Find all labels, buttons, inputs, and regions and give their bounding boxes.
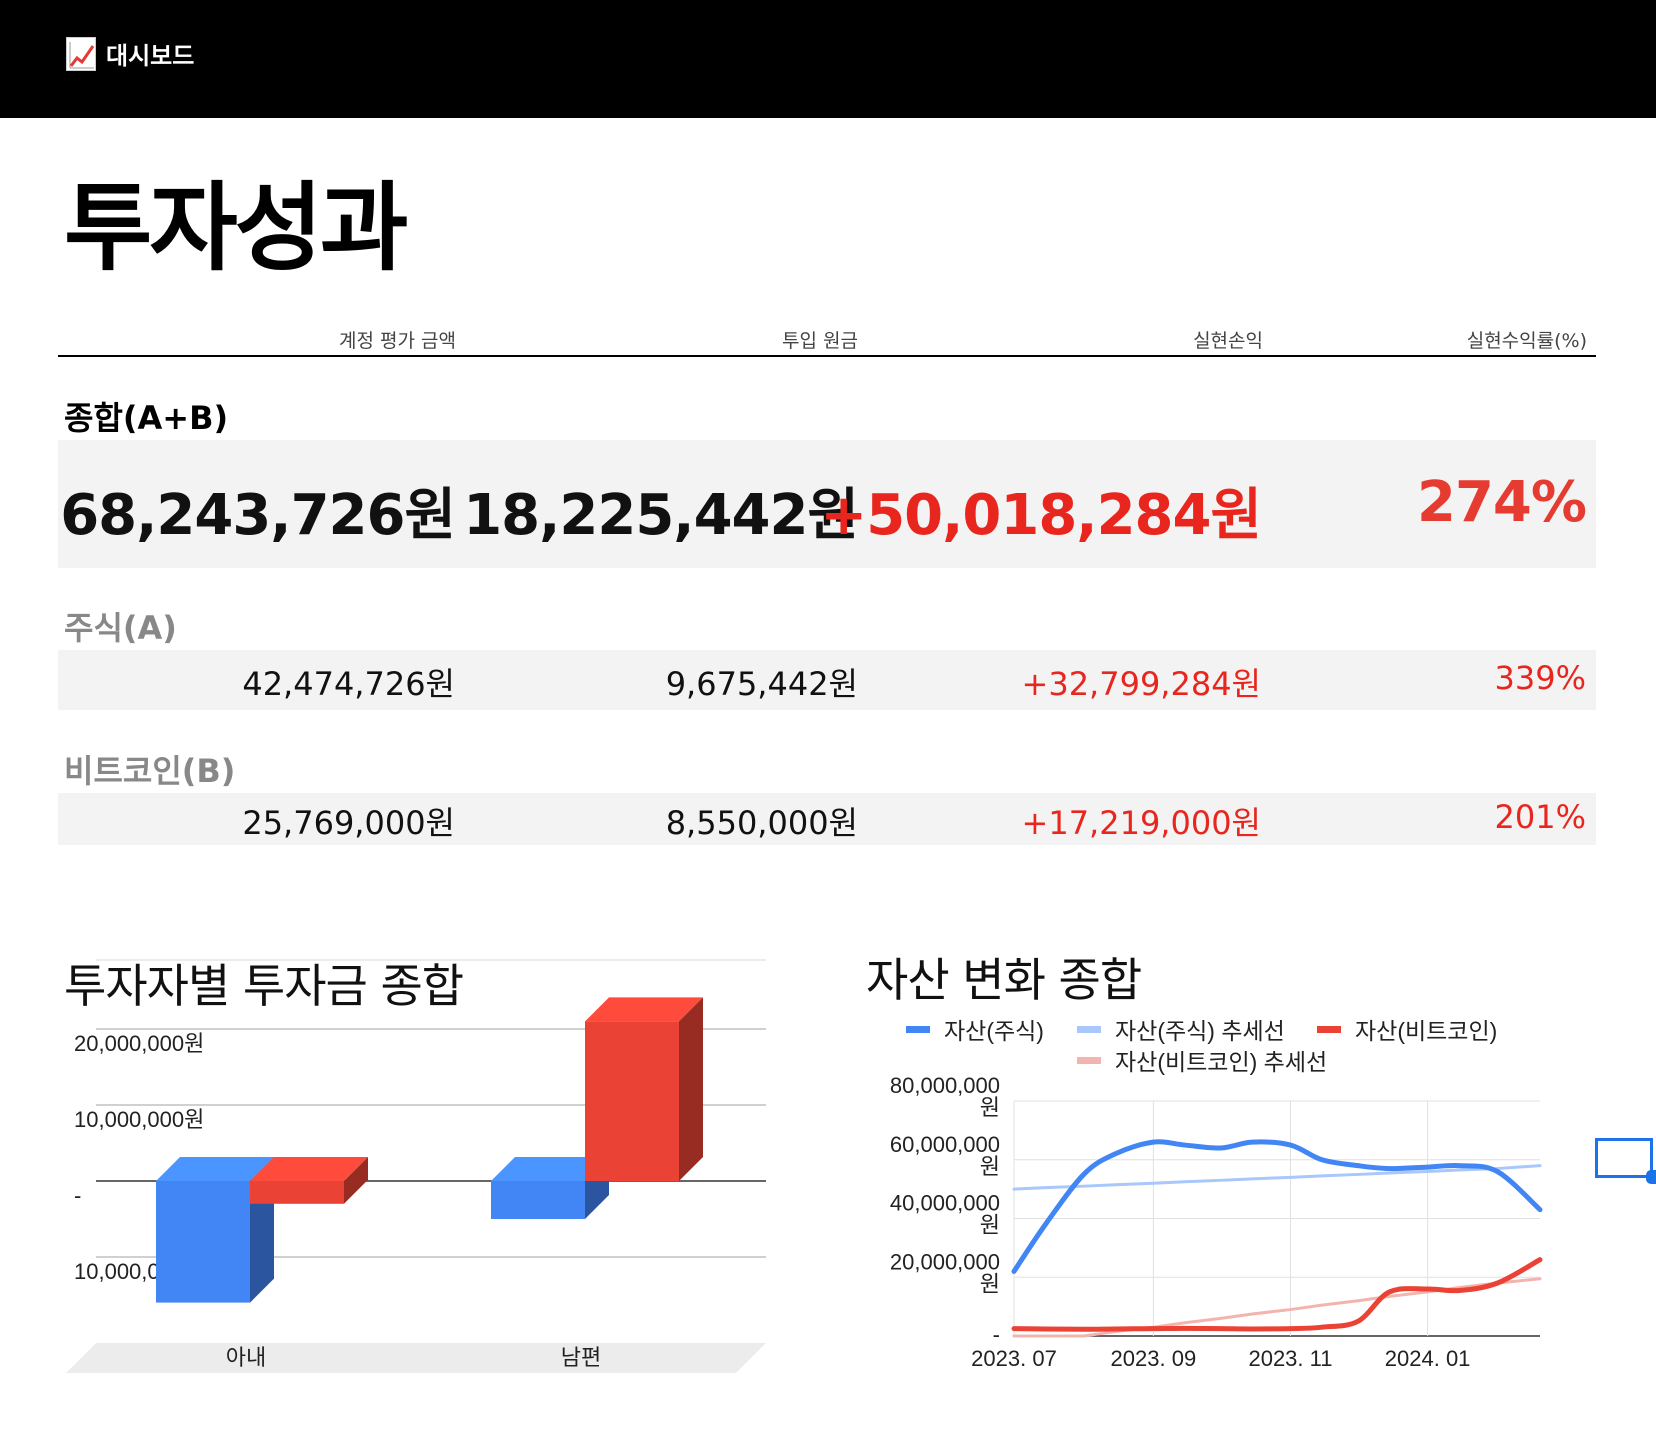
dashboard-title: 대시보드 bbox=[106, 42, 195, 70]
y-tick-label: 20,000,000원 bbox=[74, 1031, 204, 1056]
bar-1-0[interactable] bbox=[491, 1157, 609, 1219]
bar-0-1[interactable] bbox=[250, 1157, 368, 1204]
column-header-account-value: 계정 평가 금액 bbox=[339, 330, 456, 352]
section-label-stocks: 주식(A) bbox=[64, 609, 177, 647]
bar-0-0[interactable] bbox=[156, 1157, 274, 1303]
x-category-label: 남편 bbox=[561, 1345, 601, 1370]
bar-top bbox=[585, 997, 703, 1022]
total-principal: 18,225,442원 bbox=[463, 483, 859, 548]
bitcoin-account-value: 25,769,000원 bbox=[242, 804, 455, 842]
section-label-bitcoin: 비트코인(B) bbox=[64, 752, 236, 790]
bar-top bbox=[156, 1157, 274, 1181]
x-category-label: 아내 bbox=[226, 1345, 266, 1370]
legend-item-stock-trend[interactable]: 자산(주식) 추세선 bbox=[1077, 1012, 1285, 1046]
top-bar: 대시보드 bbox=[0, 0, 1656, 118]
stocks-account-value: 42,474,726원 bbox=[242, 665, 455, 703]
legend-label-bitcoin-trend: 자산(비트코인) 추세선 bbox=[1115, 1049, 1328, 1075]
y-tick-label: - bbox=[74, 1183, 81, 1208]
legend-swatch-stock bbox=[906, 1025, 930, 1033]
bar-1-1[interactable] bbox=[585, 997, 703, 1181]
stocks-realized-pnl: +32,799,284원 bbox=[1021, 665, 1261, 703]
total-return-rate: 274% bbox=[1416, 470, 1587, 535]
x-tick-label: 2024. 01 bbox=[1385, 1346, 1471, 1371]
series-line-0[interactable] bbox=[1011, 1139, 1543, 1274]
legend-label-stock: 자산(주식) bbox=[944, 1018, 1044, 1044]
legend-swatch-bitcoin-trend bbox=[1077, 1056, 1101, 1064]
column-header-return-rate: 실현수익률(%) bbox=[1466, 330, 1587, 352]
y-tick-label: - bbox=[993, 1322, 1000, 1347]
bar-top bbox=[250, 1157, 368, 1181]
y-tick-label: 40,000,000 원 bbox=[890, 1191, 1000, 1238]
legend-swatch-bitcoin bbox=[1317, 1025, 1341, 1033]
legend-label-bitcoin: 자산(비트코인) bbox=[1355, 1018, 1498, 1044]
bitcoin-row bbox=[58, 793, 1596, 845]
line-chart-title: 자산 변화 종합 bbox=[866, 953, 1142, 1007]
bar-front bbox=[250, 1181, 344, 1204]
bar-side bbox=[344, 1157, 368, 1204]
bitcoin-realized-pnl: +17,219,000원 bbox=[1021, 804, 1261, 842]
selection-box[interactable] bbox=[1595, 1138, 1653, 1178]
bar-side bbox=[679, 997, 703, 1181]
column-header-realized-pnl: 실현손익 bbox=[1193, 330, 1263, 352]
chart-increasing-icon bbox=[66, 36, 96, 71]
legend-item-bitcoin[interactable]: 자산(비트코인) bbox=[1317, 1012, 1497, 1046]
stocks-principal: 9,675,442원 bbox=[665, 665, 858, 703]
total-realized-pnl: +50,018,284원 bbox=[820, 483, 1262, 548]
series-line-1[interactable] bbox=[1012, 1164, 1542, 1191]
selection-handle[interactable] bbox=[1646, 1170, 1656, 1184]
y-tick-label: 80,000,000 원 bbox=[890, 1073, 1000, 1120]
bar-front bbox=[491, 1181, 585, 1219]
bitcoin-return-rate: 201% bbox=[1494, 798, 1586, 836]
total-account-value: 68,243,726원 bbox=[60, 483, 456, 548]
x-tick-label: 2023. 09 bbox=[1111, 1346, 1197, 1371]
x-tick-label: 2023. 07 bbox=[971, 1346, 1057, 1371]
bar-front bbox=[156, 1181, 250, 1303]
legend-swatch-stock-trend bbox=[1077, 1025, 1101, 1033]
dashboard-brand[interactable]: 대시보드 bbox=[66, 36, 194, 71]
series-line-2[interactable] bbox=[1011, 1257, 1543, 1332]
x-tick-label: 2023. 11 bbox=[1248, 1346, 1332, 1371]
chart-floor bbox=[66, 1343, 766, 1373]
total-row bbox=[58, 440, 1596, 568]
y-tick-label: 10,000,000원 bbox=[74, 1107, 204, 1132]
page-title: 투자성과 bbox=[64, 172, 408, 284]
bar-front bbox=[585, 1021, 679, 1181]
section-label-total: 종합(A+B) bbox=[64, 399, 229, 437]
header-divider bbox=[58, 355, 1596, 357]
y-tick-label: 60,000,000 원 bbox=[890, 1132, 1000, 1179]
line-chart[interactable]: 80,000,000 원 60,000,000 원 40,000,000 원 20,000,… bbox=[860, 1060, 1560, 1380]
bar-top bbox=[491, 1157, 609, 1181]
column-header-principal: 투입 원금 bbox=[782, 330, 858, 352]
stocks-return-rate: 339% bbox=[1494, 659, 1586, 697]
legend-item-bitcoin-trend[interactable]: 자산(비트코인) 추세선 bbox=[1077, 1043, 1327, 1077]
bar-chart-title: 투자자별 투자금 종합 bbox=[64, 959, 464, 1013]
legend-item-stock[interactable]: 자산(주식) bbox=[906, 1012, 1044, 1046]
legend-label-stock-trend: 자산(주식) 추세선 bbox=[1115, 1018, 1285, 1044]
bitcoin-principal: 8,550,000원 bbox=[665, 804, 858, 842]
stocks-row bbox=[58, 650, 1596, 710]
